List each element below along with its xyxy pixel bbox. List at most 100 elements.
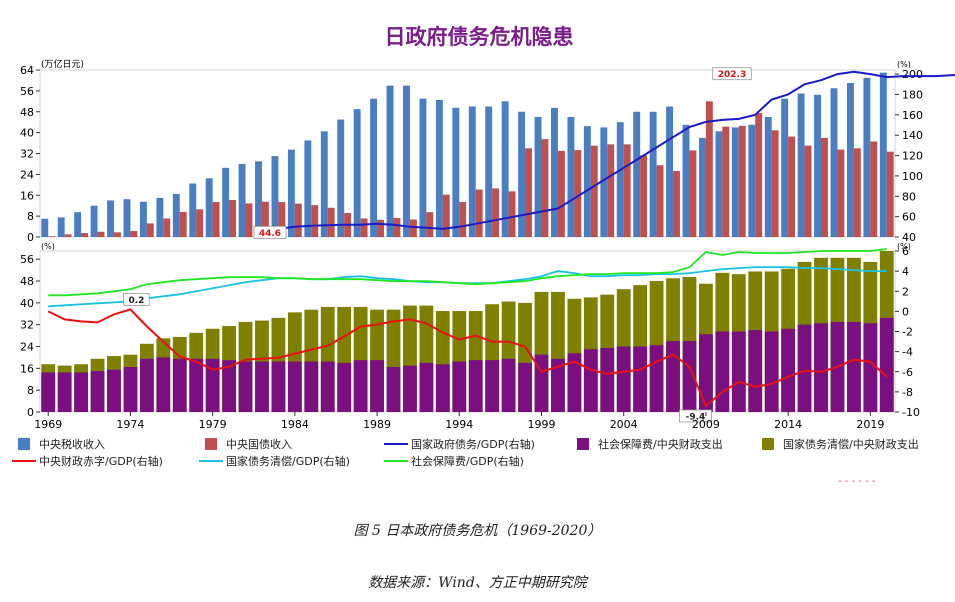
social-security-share-bar xyxy=(287,361,302,412)
tax-revenue-bar xyxy=(797,93,805,237)
social-security-share-bar xyxy=(567,353,582,412)
bond-revenue-bar xyxy=(48,236,56,237)
legend-label: 中央税收收入 xyxy=(39,437,105,451)
bottom-left-tick-label: 24 xyxy=(20,341,34,354)
bond-revenue-bar xyxy=(196,209,204,237)
tax-revenue-bar xyxy=(583,126,591,237)
legend-label: 国家债务清偿/GDP(右轴) xyxy=(226,454,350,468)
top-left-tick-label: 48 xyxy=(20,106,34,119)
bond-revenue-bar xyxy=(377,219,384,237)
bottom-left-tick-label: 32 xyxy=(20,319,34,332)
tax-revenue-bar xyxy=(452,107,460,237)
social-security-share-bar xyxy=(320,361,335,412)
tax-revenue-bar xyxy=(715,131,723,237)
social-security-share-bar xyxy=(156,357,171,412)
data-source: 数据来源：Wind、方正中期研究院 xyxy=(368,575,587,591)
social-security-share-bar xyxy=(846,321,861,412)
social-security-share-bar xyxy=(370,360,384,412)
bond-revenue-bar xyxy=(623,144,631,237)
social-security-share-bar xyxy=(501,358,516,412)
bottom-right-tick-label: -10 xyxy=(902,406,920,419)
bond-revenue-bar xyxy=(360,218,368,237)
tax-revenue-bar xyxy=(353,109,361,237)
tax-revenue-bar xyxy=(501,101,509,237)
social-security-share-bar xyxy=(57,372,72,412)
tax-revenue-bar xyxy=(222,167,230,237)
social-security-share-bar xyxy=(452,361,467,412)
figure-caption: 图 5 日本政府债务危机（1969-2020） xyxy=(353,523,602,539)
tax-revenue-bar xyxy=(682,124,690,237)
social-security-share-bar xyxy=(189,358,204,412)
bottom-right-tick-label: -4 xyxy=(902,346,913,359)
legend-label: 社会保障费/GDP(右轴) xyxy=(411,454,524,468)
social-security-share-bar xyxy=(205,358,220,412)
bond-revenue-bar xyxy=(722,126,730,237)
tax-revenue-bar xyxy=(699,137,706,237)
tax-revenue-bar xyxy=(370,98,378,237)
chart-canvas: 日政府债务危机隐患 081624324048566440608010012014… xyxy=(12,25,955,487)
legend-label: 社会保障费/中央财政支出 xyxy=(598,437,723,451)
top-left-tick-label: 0 xyxy=(27,231,34,244)
tax-revenue-bar xyxy=(846,83,854,237)
social-security-share-bar xyxy=(583,349,598,412)
top-right-tick-label: 60 xyxy=(902,211,916,224)
bond-revenue-bar xyxy=(853,148,861,237)
social-security-share-bar xyxy=(419,362,434,412)
bottom-left-unit: (%) xyxy=(41,242,55,251)
social-security-share-bar xyxy=(74,372,89,412)
bond-revenue-bar xyxy=(261,201,269,237)
tax-revenue-bar xyxy=(41,218,49,237)
tax-revenue-bar xyxy=(534,116,542,237)
social-security-share-bar xyxy=(699,334,713,412)
bond-revenue-bar xyxy=(771,130,779,237)
bottom-right-tick-label: -6 xyxy=(902,366,913,379)
social-security-share-bar xyxy=(90,371,105,412)
bottom-left-tick-label: 56 xyxy=(20,253,34,266)
tax-revenue-bar xyxy=(304,140,312,237)
bond-revenue-bar xyxy=(689,150,697,237)
bond-revenue-bar xyxy=(837,149,845,237)
tax-revenue-bar xyxy=(666,106,674,237)
tax-revenue-bar xyxy=(320,131,328,237)
bottom-left-tick-label: 48 xyxy=(20,275,34,288)
top-right-tick-label: 160 xyxy=(902,109,923,122)
tax-revenue-bar xyxy=(255,161,262,237)
top-left-unit: (万亿日元) xyxy=(41,58,84,70)
legend-swatch xyxy=(205,438,217,450)
annotation-label: 202.3 xyxy=(718,70,746,80)
bond-revenue-bar xyxy=(640,155,648,237)
bottom-left-tick-label: 0 xyxy=(27,406,34,419)
social-security-share-bar xyxy=(633,346,648,412)
tax-revenue-bar xyxy=(337,119,345,237)
social-security-share-bar xyxy=(863,323,878,412)
tax-revenue-bar xyxy=(107,200,114,237)
legend-label: 中央财政赤字/GDP(右轴) xyxy=(39,454,163,468)
bond-revenue-bar xyxy=(442,194,450,237)
social-security-share-bar xyxy=(337,362,352,412)
bottom-right-unit: (%) xyxy=(897,242,911,251)
social-security-share-bar xyxy=(731,331,746,412)
bond-revenue-bar xyxy=(788,136,796,237)
social-security-share-bar xyxy=(616,346,631,412)
top-right-tick-label: 140 xyxy=(902,129,923,142)
tax-revenue-bar xyxy=(90,205,98,237)
top-right-tick-label: 180 xyxy=(902,88,923,101)
annotation-label: 44.6 xyxy=(259,229,281,239)
top-left-tick-label: 56 xyxy=(20,85,34,98)
bond-revenue-bar xyxy=(656,165,664,237)
social-security-share-bar xyxy=(468,360,483,412)
x-tick-label: 1989 xyxy=(363,418,391,431)
tax-revenue-bar xyxy=(781,98,789,237)
bond-revenue-bar xyxy=(130,230,138,237)
tax-revenue-bar xyxy=(419,98,427,237)
social-security-share-bar xyxy=(518,362,532,412)
bond-revenue-bar xyxy=(590,145,598,237)
bond-revenue-bar xyxy=(113,232,121,237)
x-tick-label: 2014 xyxy=(774,418,802,431)
legend-label: 国家债务清偿/中央财政支出 xyxy=(783,437,919,451)
bond-revenue-bar xyxy=(426,212,434,237)
tax-revenue-bar xyxy=(468,106,476,237)
social-security-share-bar xyxy=(748,330,763,412)
tax-revenue-bar xyxy=(551,107,558,237)
social-security-share-bar xyxy=(172,358,187,412)
